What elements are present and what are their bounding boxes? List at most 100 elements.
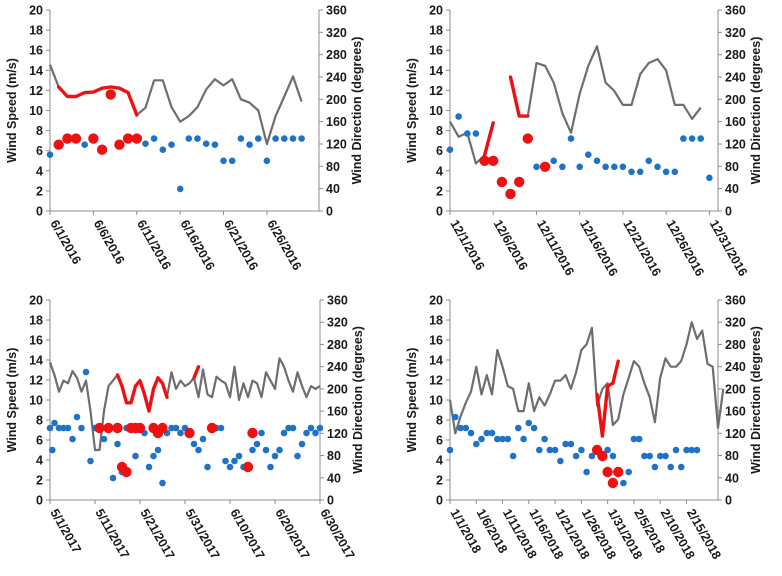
chart-panel-1: 0246810121416182004080120160200240280320…: [5, 4, 364, 273]
wind-speed-highlight-point: [134, 422, 146, 434]
y2-tick-label: 280: [725, 338, 746, 352]
wind-speed-point: [515, 424, 522, 432]
wind-speed-point: [87, 457, 94, 465]
wind-speed-point: [630, 435, 638, 443]
wind-speed-point: [109, 474, 117, 482]
x-tick-label: 12/16/2016: [577, 218, 620, 279]
y-tick-label: 0: [436, 494, 443, 508]
wind-speed-point: [520, 435, 527, 443]
wind-speed-highlight-point: [70, 133, 82, 144]
y2-tick-label: 320: [725, 26, 746, 40]
wind-speed-point: [226, 463, 234, 471]
x-tick-label: 6/26/2016: [264, 218, 304, 273]
y2-tick-label: 40: [725, 471, 739, 485]
wind-speed-point: [636, 168, 644, 176]
wind-speed-point: [693, 446, 701, 454]
y-tick-label: 18: [29, 314, 43, 328]
wind-speed-point: [132, 452, 139, 460]
y-axis-label: Wind Speed (m/s): [5, 58, 19, 163]
x-tick-label: 12/26/2016: [664, 218, 707, 279]
y2-tick-label: 0: [326, 205, 333, 219]
wind-speed-point: [509, 452, 517, 460]
wind-speed-point: [667, 463, 674, 471]
wind-direction-series: [448, 321, 725, 435]
y2-tick-label: 80: [725, 449, 739, 463]
wind-speed-point: [473, 440, 480, 448]
y-tick-label: 18: [29, 24, 43, 38]
wind-speed-point: [611, 163, 618, 171]
wind-speed-point: [195, 446, 202, 454]
y2-tick-label: 120: [725, 427, 746, 441]
y2-tick-label: 40: [326, 182, 340, 196]
wind-speed-point: [142, 140, 149, 147]
y2-tick-label: 280: [725, 48, 746, 62]
x-tick-label: 12/31/2016: [707, 218, 750, 279]
wind-speed-point: [211, 141, 219, 148]
y2-axis-label: Wind Direction (degrees): [749, 326, 763, 474]
wind-speed-point: [280, 429, 288, 437]
x-tick-label: 12/6/2016: [491, 218, 531, 273]
wind-speed-point: [237, 135, 245, 142]
y2-tick-label: 200: [725, 382, 746, 396]
y2-tick-label: 360: [725, 4, 746, 18]
wind-speed-highlight-point: [242, 461, 254, 473]
y-tick-label: 0: [36, 494, 43, 508]
y2-tick-label: 120: [327, 427, 348, 441]
wind-speed-highlight-point: [112, 422, 123, 434]
wind-speed-point: [635, 435, 643, 443]
y2-tick-label: 80: [327, 449, 341, 463]
wind-speed-point: [303, 429, 310, 437]
y-axis-label: Wind Speed (m/s): [405, 348, 419, 453]
wind-speed-highlight-point: [103, 422, 114, 434]
wind-speed-point: [263, 157, 271, 165]
wind-speed-point: [298, 135, 305, 142]
y-tick-label: 18: [429, 314, 443, 328]
y2-tick-label: 160: [725, 405, 746, 419]
wind-speed-point: [625, 468, 632, 476]
wind-speed-point: [609, 452, 617, 460]
y-tick-label: 14: [29, 354, 43, 368]
wind-speed-point: [472, 130, 480, 137]
wind-speed-point: [64, 424, 72, 432]
wind-speed-point: [254, 135, 262, 142]
y2-tick-label: 240: [327, 360, 348, 374]
wind-speed-point: [199, 435, 207, 443]
wind-speed-point: [620, 479, 627, 487]
wind-speed-point: [462, 424, 470, 432]
wind-speed-highlight-point: [94, 422, 105, 434]
y-tick-label: 2: [36, 184, 43, 198]
wind-speed-highlight-point: [114, 139, 125, 150]
wind-speed-point: [262, 446, 270, 454]
y2-tick-label: 120: [725, 138, 746, 152]
wind-speed-point: [671, 168, 679, 176]
y2-tick-label: 0: [327, 494, 334, 508]
x-tick-label: 12/1/2016: [447, 218, 487, 273]
x-tick-label: 6/21/2016: [221, 218, 261, 273]
y-tick-label: 4: [36, 164, 43, 178]
wind-speed-highlight-point: [613, 466, 624, 478]
y-tick-label: 14: [29, 64, 43, 78]
wind-speed-point: [499, 435, 506, 443]
wind-speed-point: [289, 424, 297, 432]
y-tick-label: 4: [436, 164, 443, 178]
wind-speed-point: [307, 424, 315, 432]
wind-speed-highlight-point: [121, 466, 132, 478]
wind-speed-point: [46, 424, 54, 432]
chart-panel-4: 0246810121416182004080120160200240280320…: [405, 294, 763, 562]
y2-tick-label: 320: [725, 316, 746, 330]
x-tick-label: 6/10/2017: [227, 507, 267, 562]
y-tick-label: 20: [429, 294, 443, 308]
y-tick-label: 20: [429, 4, 443, 18]
y2-axis-label: Wind Direction (degrees): [749, 37, 763, 185]
y2-tick-label: 160: [725, 115, 746, 129]
x-tick-label: 12/21/2016: [620, 218, 663, 279]
y2-tick-label: 0: [725, 494, 732, 508]
wind-speed-point: [159, 146, 167, 153]
wind-speed-point: [593, 157, 601, 165]
y-tick-label: 10: [429, 104, 443, 118]
wind-direction-series: [48, 64, 303, 146]
wind-speed-point: [662, 168, 670, 176]
wind-speed-point: [194, 135, 201, 142]
wind-speed-highlight-point: [206, 422, 218, 434]
